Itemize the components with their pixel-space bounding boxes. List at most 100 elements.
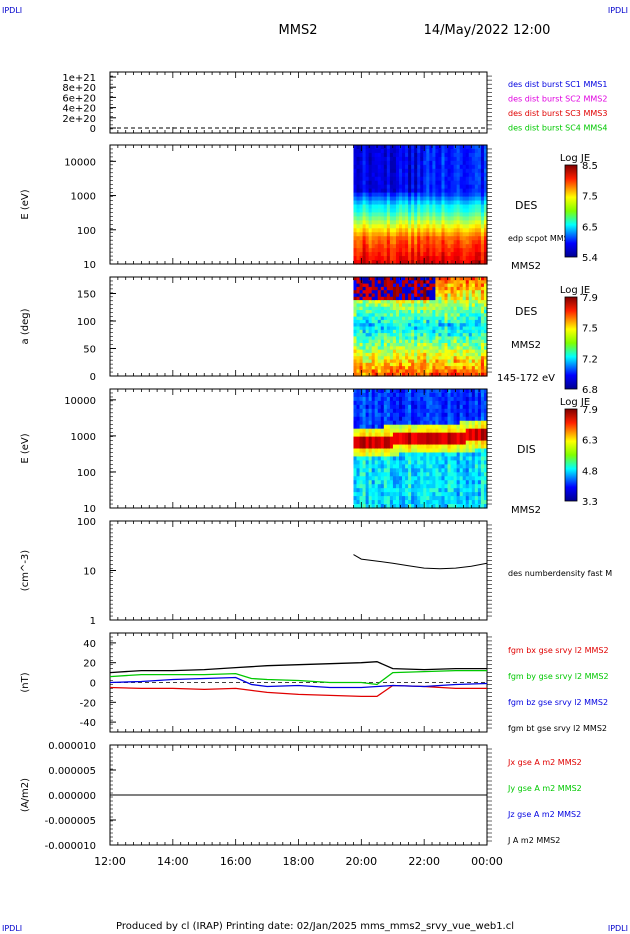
- heatmap-cell: [365, 436, 370, 442]
- plot-datetime: 14/May/2022 12:00: [424, 23, 551, 38]
- heatmap-cell: [465, 396, 470, 402]
- heatmap-cell: [426, 356, 430, 361]
- heatmap-cell: [438, 290, 443, 295]
- heatmap-cell: [359, 283, 364, 288]
- heatmap-cell: [353, 500, 358, 505]
- heatmap-cell: [462, 148, 467, 154]
- heatmap-cell: [423, 369, 427, 374]
- heatmap-cell: [468, 496, 473, 501]
- heatmap-cell: [447, 283, 452, 288]
- heatmap-cell: [483, 460, 488, 465]
- heatmap-cell: [365, 277, 370, 281]
- heatmap-cell: [356, 412, 361, 418]
- heatmap-cell: [462, 216, 467, 221]
- heatmap-cell: [423, 492, 427, 497]
- heatmap-cell: [429, 333, 433, 337]
- heatmap-cell: [483, 160, 488, 166]
- heatmap-cell: [435, 252, 440, 257]
- heatmap-cell: [450, 504, 455, 509]
- heatmap-cell: [417, 448, 421, 454]
- heatmap-cell: [426, 244, 430, 249]
- heatmap-cell: [362, 196, 367, 202]
- heatmap-cell: [453, 224, 458, 229]
- heatmap-cell: [392, 359, 397, 364]
- heatmap-cell: [423, 352, 427, 357]
- heatmap-cell: [356, 480, 361, 485]
- heatmap-cell: [438, 172, 443, 178]
- heatmap-cell: [356, 316, 361, 321]
- heatmap-cell: [465, 172, 470, 178]
- heatmap-cell: [453, 436, 458, 442]
- heatmap-cell: [483, 448, 488, 454]
- heatmap-cell: [426, 480, 430, 485]
- heatmap-cell: [374, 248, 379, 253]
- heatmap-cell: [468, 172, 473, 178]
- heatmap-cell: [474, 333, 479, 337]
- heatmap-cell: [420, 310, 424, 314]
- heatmap-cell: [456, 300, 461, 304]
- heatmap-cell: [380, 204, 385, 210]
- heatmap-cell: [377, 472, 382, 477]
- heatmap-cell: [465, 444, 470, 450]
- heatmap-cell: [441, 160, 446, 166]
- heatmap-cell: [408, 444, 412, 450]
- heatmap-cell: [450, 148, 455, 154]
- heatmap-cell: [389, 236, 394, 241]
- heatmap-cell: [408, 280, 412, 285]
- heatmap-cell: [453, 420, 458, 426]
- heatmap-cell: [435, 200, 440, 206]
- heatmap-cell: [438, 300, 443, 304]
- heatmap-cell: [477, 188, 482, 194]
- heatmap-cell: [483, 293, 488, 298]
- heatmap-cell: [441, 286, 446, 291]
- heatmap-cell: [474, 389, 479, 394]
- heatmap-cell: [362, 283, 367, 288]
- heatmap-cell: [414, 160, 418, 166]
- heatmap-cell: [453, 152, 458, 158]
- heatmap-cell: [474, 216, 479, 221]
- heatmap-cell: [365, 420, 370, 426]
- heatmap-cell: [450, 152, 455, 158]
- heatmap-cell: [465, 432, 470, 438]
- heatmap-cell: [435, 236, 440, 241]
- heatmap-cell: [392, 396, 397, 402]
- heatmap-cell: [483, 156, 488, 162]
- heatmap-cell: [423, 204, 427, 210]
- heatmap-cell: [380, 208, 385, 214]
- heatmap-cell: [450, 228, 455, 233]
- heatmap-cell: [389, 152, 394, 158]
- heatmap-cell: [450, 326, 455, 331]
- heatmap-cell: [389, 362, 394, 367]
- heatmap-cell: [456, 188, 461, 194]
- heatmap-cell: [417, 326, 421, 331]
- heatmap-cell: [438, 168, 443, 174]
- heatmap-cell: [411, 196, 415, 202]
- heatmap-cell: [368, 172, 373, 178]
- heatmap-cell: [447, 339, 452, 344]
- heatmap-cell: [371, 424, 376, 430]
- heatmap-cell: [471, 456, 476, 461]
- heatmap-cell: [432, 326, 437, 331]
- heatmap-cell: [429, 232, 433, 237]
- heatmap-cell: [389, 346, 394, 351]
- heatmap-cell: [365, 432, 370, 438]
- heatmap-cell: [471, 306, 476, 311]
- heatmap-cell: [426, 196, 430, 202]
- heatmap-cell: [389, 277, 394, 281]
- heatmap-cell: [399, 236, 403, 241]
- heatmap-cell: [438, 424, 443, 430]
- heatmap-cell: [438, 392, 443, 398]
- heatmap-cell: [359, 349, 364, 354]
- heatmap-cell: [368, 408, 373, 414]
- heatmap-cell: [471, 392, 476, 398]
- heatmap-cell: [402, 240, 406, 245]
- heatmap-cell: [395, 296, 400, 301]
- heatmap-cell: [456, 293, 461, 298]
- heatmap-cell: [471, 448, 476, 454]
- heatmap-cell: [356, 484, 361, 489]
- heatmap-cell: [450, 244, 455, 249]
- heatmap-cell: [471, 420, 476, 426]
- heatmap-cell: [399, 176, 403, 182]
- heatmap-cell: [368, 160, 373, 166]
- heatmap-cell: [408, 352, 412, 357]
